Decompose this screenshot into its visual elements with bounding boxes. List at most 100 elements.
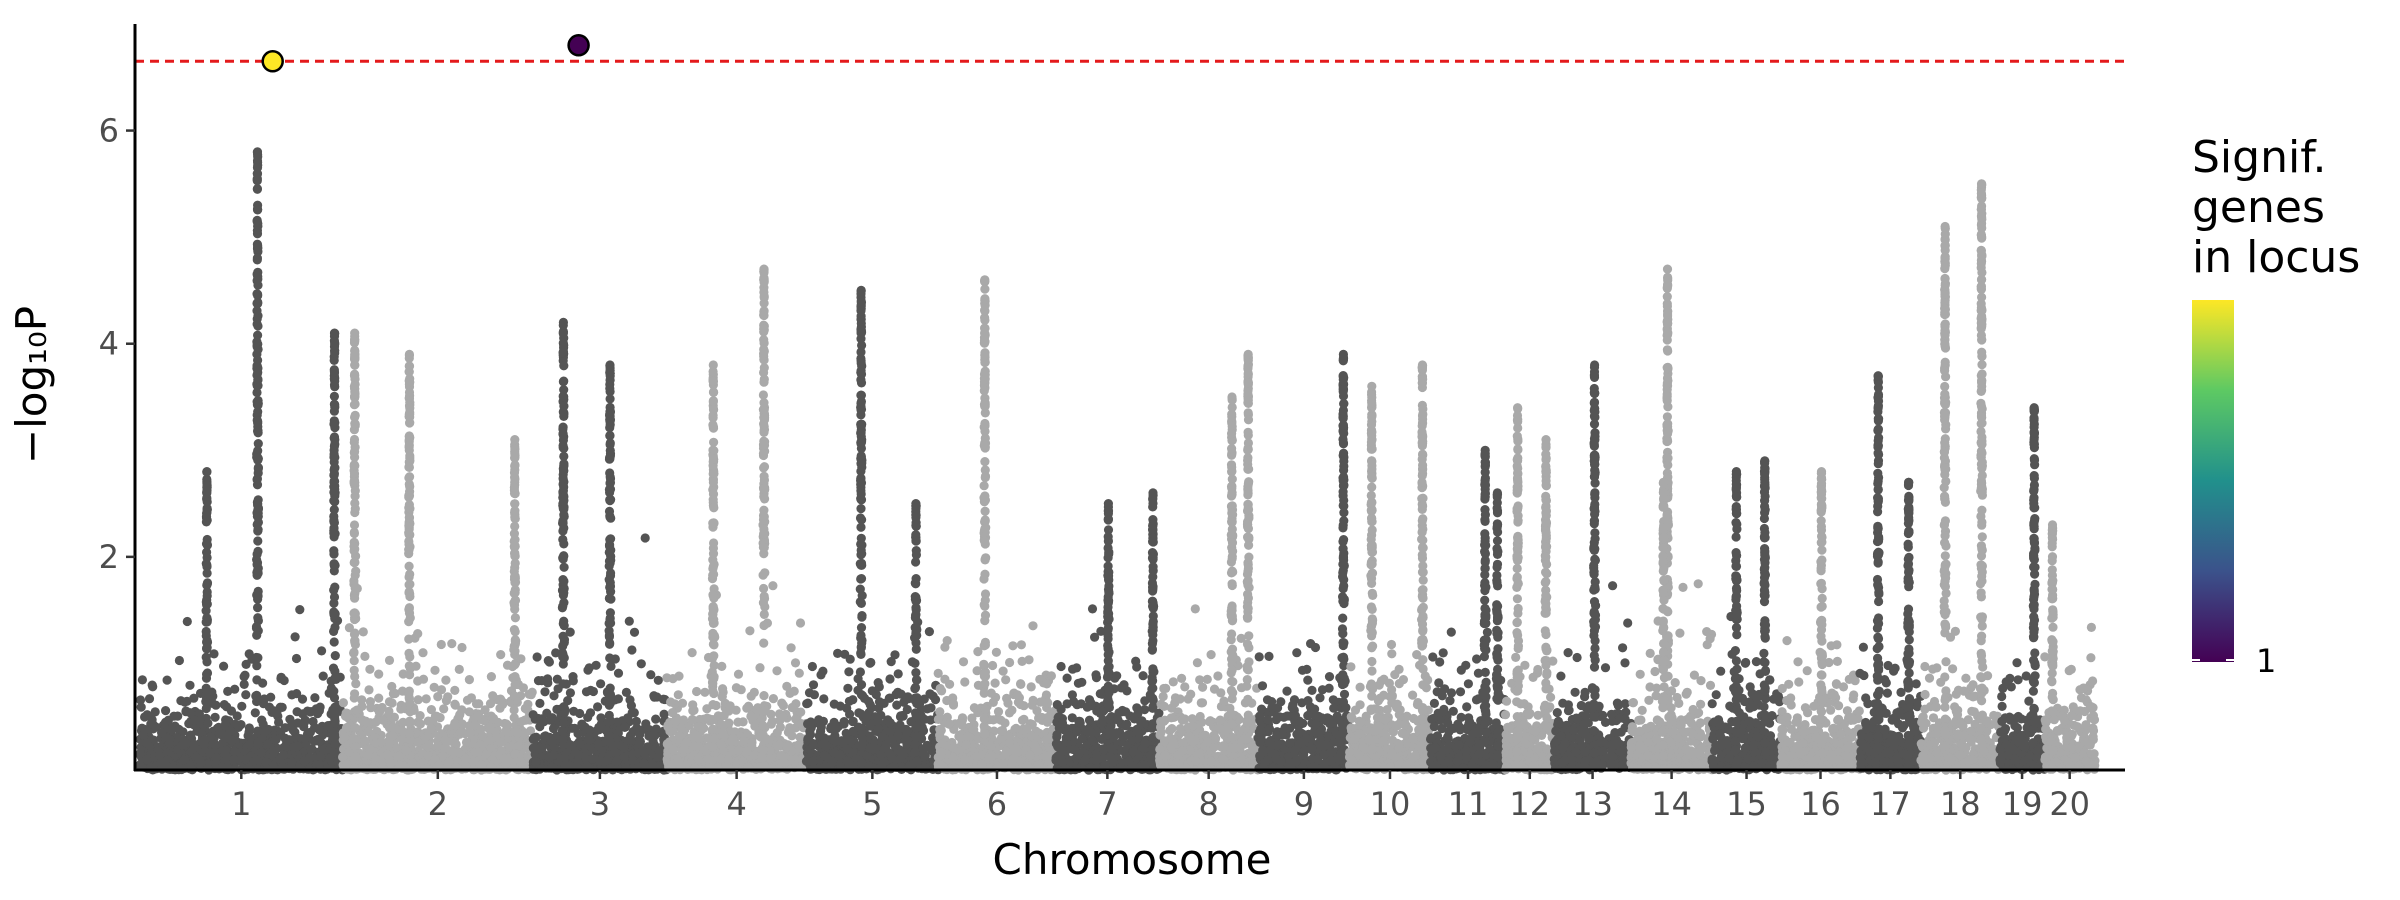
snp-point (559, 401, 569, 411)
snp-point (195, 715, 205, 725)
snp-point (251, 623, 262, 633)
snp-point (639, 758, 649, 769)
snp-point (330, 739, 340, 750)
snp-point (485, 735, 495, 745)
snp-point (404, 587, 414, 597)
snp-point (155, 748, 165, 759)
snp-point (202, 497, 212, 507)
snp-point (185, 708, 195, 718)
snp-point (146, 712, 156, 722)
snp-point (641, 719, 651, 729)
snp-point (252, 449, 262, 459)
snp-peak-point (350, 328, 360, 338)
snp-point (338, 752, 348, 762)
snp-point (387, 698, 397, 708)
snp-point (679, 745, 689, 755)
snp-point (621, 687, 632, 698)
snp-point (351, 751, 361, 762)
snp-point (472, 711, 483, 721)
snp-point (759, 691, 769, 701)
snp-point (716, 719, 727, 730)
snp-point (350, 486, 360, 496)
snp-point (856, 306, 866, 316)
snp-point (620, 722, 630, 733)
snp-point (844, 667, 854, 677)
snp-point (433, 741, 443, 751)
snp-point (568, 672, 578, 682)
snp-point (807, 661, 818, 672)
snp-point (540, 687, 550, 697)
snp-point (436, 639, 446, 650)
snp-point (349, 648, 359, 658)
snp-point (760, 568, 770, 578)
snp-point (329, 598, 339, 608)
snp-point (404, 686, 414, 696)
snp-point (911, 675, 922, 685)
snp-point (253, 416, 263, 426)
snp-point (509, 588, 519, 598)
snp-point (465, 728, 475, 738)
snp-point (369, 763, 379, 774)
snp-point (339, 733, 350, 743)
snp-point (405, 377, 415, 387)
snp-point (173, 711, 183, 721)
snp-point (349, 520, 360, 530)
snp-point (708, 477, 719, 487)
snp-point (330, 484, 340, 494)
snp-point (350, 349, 360, 359)
snp-point (157, 728, 167, 738)
snp-point (330, 651, 340, 661)
snp-point (889, 740, 900, 751)
snp-point (535, 698, 545, 709)
snp-peak-point (856, 285, 866, 295)
snp-point (364, 727, 374, 737)
snp-point (253, 439, 263, 449)
snp-point (884, 693, 894, 703)
snp-point (593, 702, 603, 712)
snp-point (893, 669, 903, 679)
snp-point (350, 419, 360, 429)
snp-point (221, 745, 231, 755)
snp-point (679, 715, 689, 725)
snp-point (544, 752, 554, 762)
snp-point (374, 693, 384, 703)
snp-point (728, 733, 738, 743)
snp-point (253, 205, 263, 215)
snp-point (548, 737, 558, 747)
snp-point (993, 707, 1004, 717)
snp-point (768, 581, 778, 591)
snp-point (239, 679, 249, 690)
snp-point (884, 748, 894, 758)
snp-point (856, 437, 866, 448)
snp-point (252, 184, 262, 194)
snp-point (856, 558, 867, 568)
snp-point (510, 680, 520, 690)
snp-point (558, 435, 569, 445)
snp-point (575, 708, 585, 719)
snp-point (809, 690, 820, 700)
snp-point (653, 675, 663, 685)
snp-point (749, 687, 759, 698)
snp-point (587, 754, 598, 764)
snp-point (179, 755, 190, 765)
snp-point (558, 424, 568, 434)
snp-point (605, 653, 615, 663)
snp-point (441, 696, 451, 706)
snp-point (755, 663, 765, 673)
snp-point (290, 632, 300, 642)
snp-point (808, 680, 819, 690)
snp-point (280, 723, 290, 733)
snp-point (759, 484, 769, 494)
snp-point (293, 718, 303, 728)
snp-point (777, 698, 787, 708)
snp-point (560, 752, 570, 763)
snp-point (253, 536, 263, 546)
snp-point (349, 541, 359, 552)
snp-point (454, 748, 464, 758)
snp-point (605, 478, 616, 488)
snp-point (539, 717, 549, 727)
snp-point (489, 713, 499, 724)
snp-point (778, 712, 788, 722)
snp-point (253, 568, 263, 578)
snp-point (350, 360, 360, 370)
